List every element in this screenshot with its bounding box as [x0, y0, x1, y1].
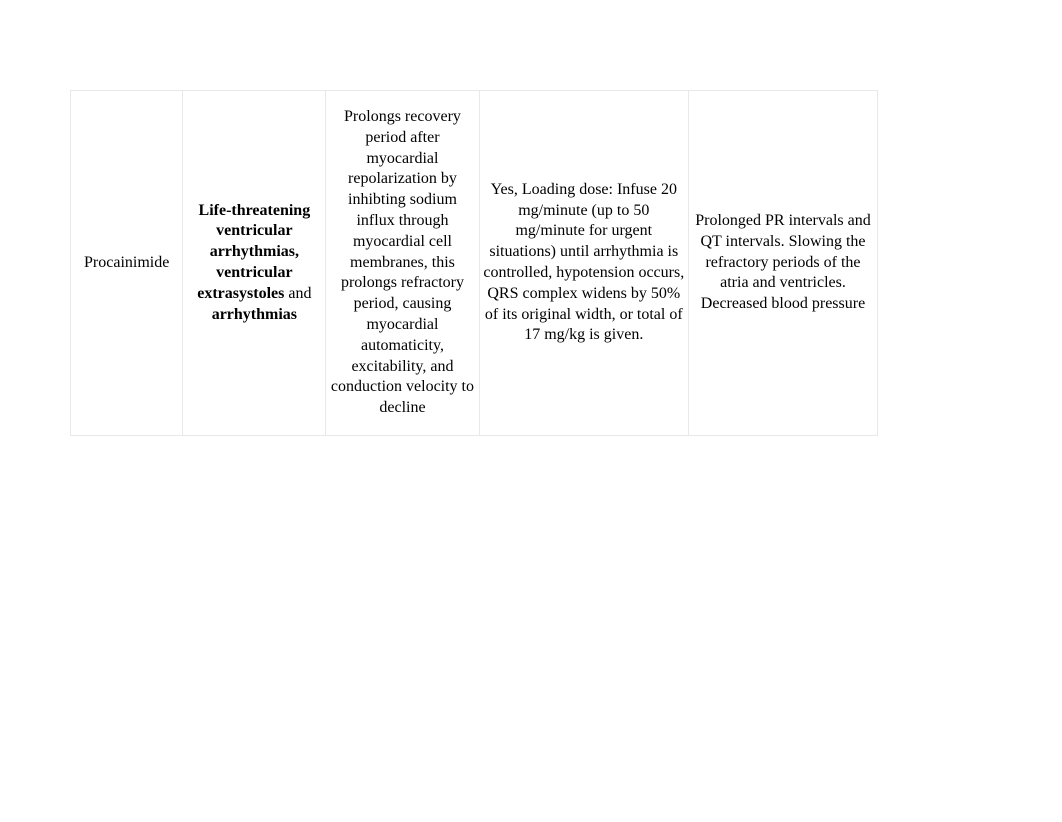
table-row: Procainimide Life-threatening ventricula…: [71, 91, 878, 436]
cell-indication: Life-threatening ventricular arrhythmias…: [183, 91, 326, 436]
indication-connector: and: [284, 285, 311, 302]
cell-effects: Prolonged PR intervals and QT intervals.…: [688, 91, 877, 436]
cell-mechanism: Prolongs recovery period after myocardia…: [326, 91, 479, 436]
indication-bold-2: arrhythmias: [212, 306, 297, 323]
cell-dosing: Yes, Loading dose: Infuse 20 mg/minute (…: [479, 91, 688, 436]
drug-table: Procainimide Life-threatening ventricula…: [70, 90, 878, 436]
drug-table-container: Procainimide Life-threatening ventricula…: [70, 90, 878, 436]
cell-drug-name: Procainimide: [71, 91, 183, 436]
